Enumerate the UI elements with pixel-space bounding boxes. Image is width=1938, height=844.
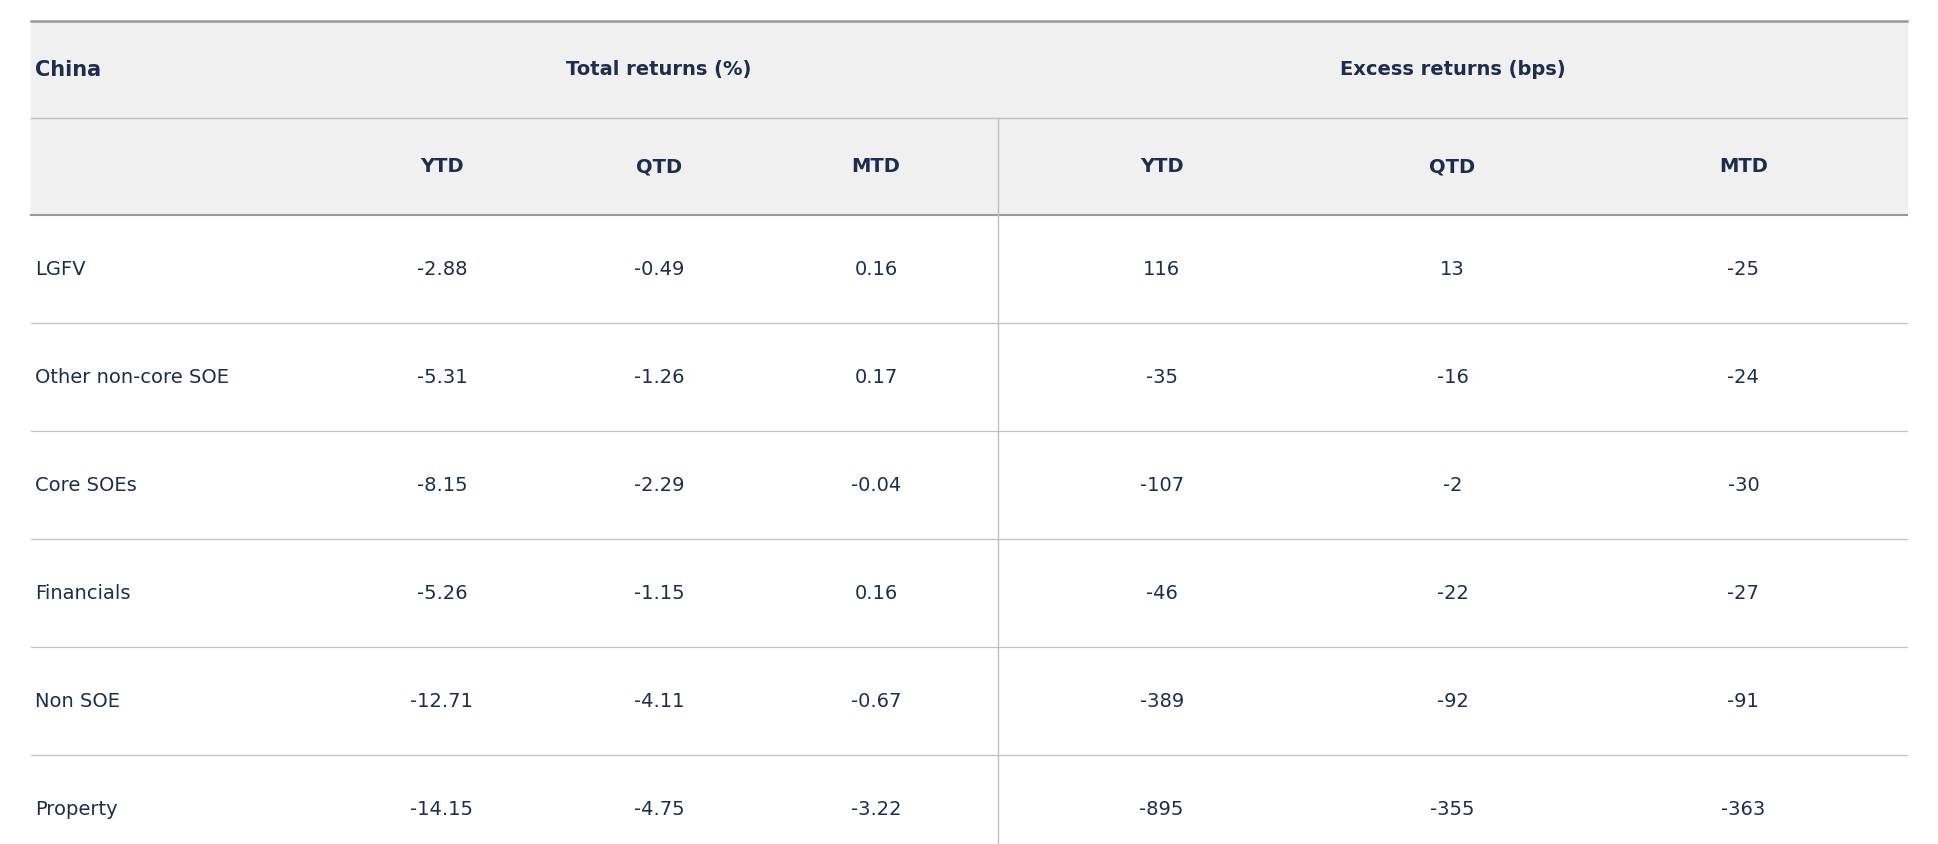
Text: Total returns (%): Total returns (%) <box>566 60 752 79</box>
Text: -24: -24 <box>1727 368 1760 387</box>
Text: YTD: YTD <box>1140 157 1184 176</box>
Text: Core SOEs: Core SOEs <box>35 476 138 495</box>
Text: -107: -107 <box>1140 476 1184 495</box>
Text: -355: -355 <box>1430 800 1475 819</box>
Text: 0.17: 0.17 <box>855 368 897 387</box>
Text: -12.71: -12.71 <box>411 692 473 711</box>
Text: -4.11: -4.11 <box>634 692 684 711</box>
Text: MTD: MTD <box>851 157 901 176</box>
Text: -4.75: -4.75 <box>634 800 684 819</box>
Text: China: China <box>35 60 101 79</box>
Text: LGFV: LGFV <box>35 260 85 279</box>
Text: MTD: MTD <box>1719 157 1767 176</box>
Text: 13: 13 <box>1440 260 1465 279</box>
Text: -1.26: -1.26 <box>634 368 684 387</box>
Text: 116: 116 <box>1143 260 1180 279</box>
Text: Excess returns (bps): Excess returns (bps) <box>1339 60 1566 79</box>
Text: QTD: QTD <box>1430 157 1475 176</box>
Text: -3.22: -3.22 <box>851 800 901 819</box>
Text: -5.31: -5.31 <box>417 368 467 387</box>
Text: -0.49: -0.49 <box>634 260 684 279</box>
Text: -363: -363 <box>1721 800 1766 819</box>
Text: -1.15: -1.15 <box>634 584 684 603</box>
Text: -389: -389 <box>1140 692 1184 711</box>
Text: Financials: Financials <box>35 584 130 603</box>
Text: YTD: YTD <box>421 157 463 176</box>
Text: -46: -46 <box>1145 584 1178 603</box>
Text: -2.88: -2.88 <box>417 260 467 279</box>
Text: -2: -2 <box>1442 476 1463 495</box>
Text: -27: -27 <box>1727 584 1760 603</box>
Text: -16: -16 <box>1436 368 1469 387</box>
Text: -14.15: -14.15 <box>411 800 473 819</box>
Text: -91: -91 <box>1727 692 1760 711</box>
Text: -895: -895 <box>1140 800 1184 819</box>
Text: 0.16: 0.16 <box>855 584 897 603</box>
Text: -2.29: -2.29 <box>634 476 684 495</box>
Text: -5.26: -5.26 <box>417 584 467 603</box>
Text: Property: Property <box>35 800 118 819</box>
Text: QTD: QTD <box>636 157 682 176</box>
Text: -22: -22 <box>1436 584 1469 603</box>
Text: -0.67: -0.67 <box>851 692 901 711</box>
Text: -35: -35 <box>1145 368 1178 387</box>
Text: -92: -92 <box>1436 692 1469 711</box>
Text: 0.16: 0.16 <box>855 260 897 279</box>
Text: -25: -25 <box>1727 260 1760 279</box>
Text: Non SOE: Non SOE <box>35 692 120 711</box>
Text: -0.04: -0.04 <box>851 476 901 495</box>
Text: -30: -30 <box>1727 476 1760 495</box>
Text: -8.15: -8.15 <box>417 476 467 495</box>
Text: Other non-core SOE: Other non-core SOE <box>35 368 229 387</box>
